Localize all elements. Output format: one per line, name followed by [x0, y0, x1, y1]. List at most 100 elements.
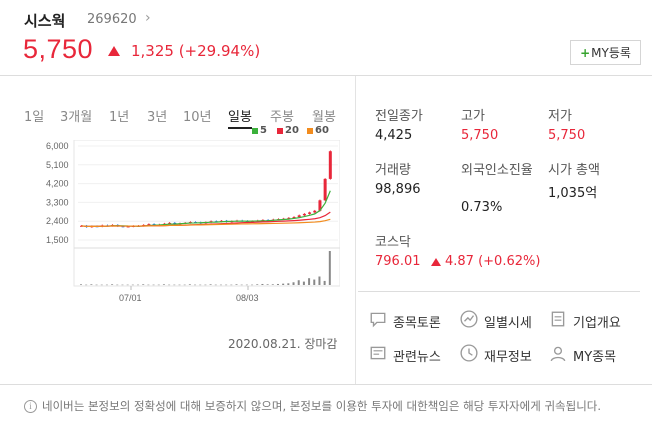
kosdaq-change: 4.87 (+0.62%) — [445, 254, 541, 269]
volume-bar — [251, 284, 254, 286]
volume-bar — [157, 284, 160, 286]
stat-value: 4,425 — [375, 128, 413, 143]
link-label: 종목토론 — [393, 315, 441, 331]
volume-bar — [199, 284, 202, 286]
link-label: 기업개요 — [573, 315, 621, 331]
volume-bar — [147, 284, 150, 286]
volume-bar — [219, 284, 222, 286]
volume-bar — [308, 278, 311, 285]
y-tick-label: 3,300 — [46, 197, 69, 207]
current-price: 5,750 — [23, 34, 94, 64]
stat-value: 0.73% — [461, 200, 503, 215]
bottom-divider — [0, 384, 652, 385]
link-5[interactable]: MY종목 — [549, 344, 616, 366]
candle — [292, 217, 296, 219]
volume-bar — [230, 284, 233, 286]
stat-value: 5,750 — [548, 128, 586, 143]
link-3[interactable]: 관련뉴스 — [369, 344, 441, 366]
candle — [168, 222, 172, 224]
link-4[interactable]: 재무정보 — [460, 344, 532, 366]
stat-value: 5,750 — [461, 128, 499, 143]
candle — [302, 213, 306, 216]
person-icon — [549, 344, 573, 366]
volume-bar — [318, 276, 321, 285]
my-register-button[interactable]: + MY등록 — [570, 40, 641, 65]
tab-1[interactable]: 3개월 — [60, 110, 93, 125]
volume-bar — [100, 284, 103, 286]
candle — [121, 226, 125, 228]
stat-value: 98,896 — [375, 182, 421, 197]
volume-bar — [142, 284, 145, 285]
candle — [173, 222, 177, 225]
volume-bar — [266, 284, 269, 285]
stat-label: 외국인소진율 — [461, 163, 533, 178]
stat-label: 시가 총액 — [548, 163, 600, 178]
volume-bar — [261, 283, 264, 285]
tab-3[interactable]: 3년 — [147, 110, 168, 125]
y-tick-label: 6,000 — [46, 141, 69, 151]
volume-bar — [105, 284, 108, 286]
volume-bar — [276, 283, 279, 285]
top-divider — [0, 75, 652, 76]
clock-icon — [460, 344, 484, 366]
link-label: 관련뉴스 — [393, 349, 441, 365]
candle — [287, 217, 291, 219]
volume-bar — [297, 280, 300, 285]
volume-bar — [111, 284, 114, 285]
volume-bar — [137, 284, 140, 286]
volume-bar — [188, 284, 191, 285]
my-register-label: MY등록 — [591, 46, 631, 60]
x-tick-label: 07/01 — [119, 293, 142, 303]
up-arrow-icon — [108, 46, 120, 56]
volume-bar — [245, 284, 248, 286]
y-tick-label: 4,200 — [46, 179, 69, 189]
link-label: 재무정보 — [484, 349, 532, 365]
stock-code[interactable]: 269620 — [87, 12, 137, 27]
stat-value: 1,035억 — [548, 186, 598, 201]
legend-swatch — [252, 127, 258, 134]
volume-bar — [183, 284, 186, 286]
tab-0[interactable]: 1일 — [24, 110, 45, 125]
volume-bar — [328, 251, 331, 285]
volume-bar — [95, 284, 98, 286]
vertical-divider — [355, 76, 356, 384]
volume-bar — [209, 284, 212, 285]
stat-label: 고가 — [461, 109, 485, 124]
tab-6[interactable]: 주봉 — [270, 110, 294, 125]
volume-bar — [282, 283, 285, 285]
tab-5[interactable]: 일봉 — [228, 106, 252, 129]
legend-label: 5 — [260, 125, 267, 136]
tab-2[interactable]: 1년 — [109, 110, 130, 125]
volume-bar — [323, 280, 326, 285]
volume-bar — [240, 284, 243, 286]
volume-bar — [235, 284, 238, 285]
kosdaq-label: 코스닥 — [375, 235, 411, 250]
stock-name: 시스웍 — [24, 12, 66, 30]
price-chart[interactable]: 6,000 5,100 4,200 3,300 2,400 1,500 07/01 08/0… — [24, 140, 340, 326]
volume-bar — [116, 284, 119, 286]
y-tick-label: 5,100 — [46, 160, 69, 170]
volume-bar — [204, 284, 207, 286]
ma60-line — [81, 218, 331, 228]
kosdaq-value: 796.01 — [375, 254, 421, 269]
volume-bar — [271, 284, 274, 285]
volume-bar — [287, 283, 290, 285]
legend-item-ma20: 20 — [277, 125, 299, 136]
link-0[interactable]: 종목토론 — [369, 310, 441, 332]
legend-label: 60 — [315, 125, 329, 136]
candle — [126, 226, 130, 228]
stat-label: 거래량 — [375, 163, 411, 178]
tab-7[interactable]: 월봉 — [312, 110, 336, 125]
volume-bar — [302, 281, 305, 285]
chevron-right-icon[interactable]: › — [145, 10, 151, 26]
candle — [297, 215, 301, 218]
volume-bar — [225, 284, 228, 286]
tab-4[interactable]: 10년 — [183, 110, 212, 125]
volume-bar — [313, 279, 316, 285]
info-icon: i — [24, 399, 37, 413]
volume-bar — [131, 284, 134, 286]
link-1[interactable]: 일별시세 — [460, 310, 532, 332]
candle — [308, 212, 312, 214]
link-2[interactable]: 기업개요 — [549, 310, 621, 332]
volume-bar — [173, 284, 176, 286]
